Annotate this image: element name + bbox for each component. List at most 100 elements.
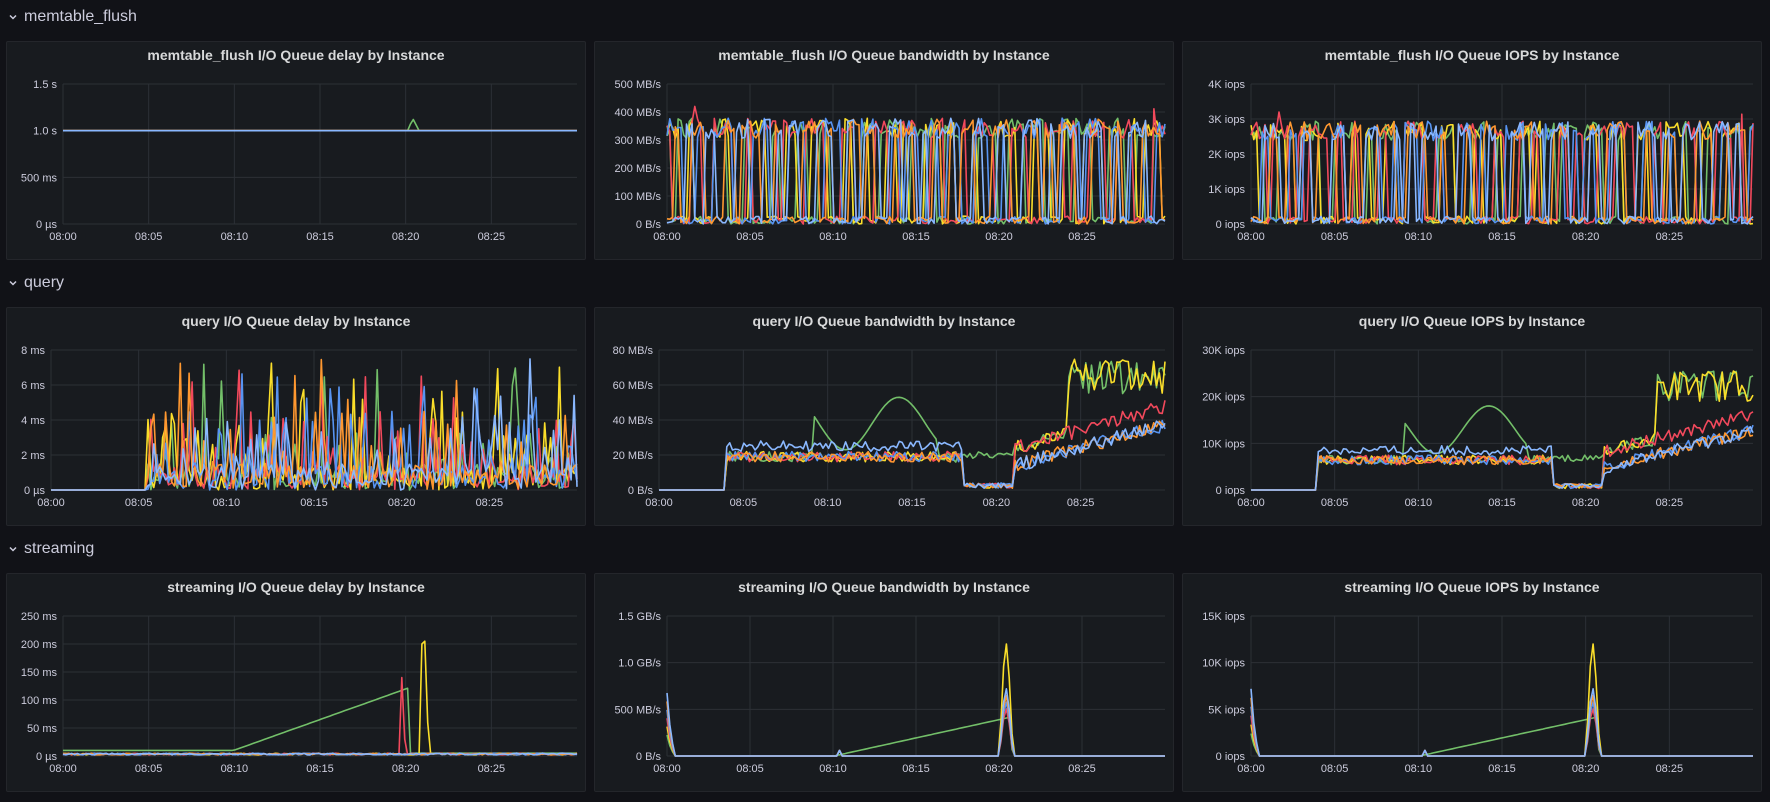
y-tick-label: 50 ms xyxy=(27,723,57,735)
series-line[interactable] xyxy=(1251,427,1754,491)
panel-title: streaming I/O Queue bandwidth by Instanc… xyxy=(738,579,1030,595)
panel-title: streaming I/O Queue delay by Instance xyxy=(167,579,425,595)
y-tick-label: 3K iops xyxy=(1208,114,1245,126)
x-tick-label: 08:25 xyxy=(1656,497,1684,509)
y-tick-label: 0 B/s xyxy=(628,485,654,497)
x-tick-label: 08:00 xyxy=(645,497,673,509)
panel-memtable-flush-delay[interactable]: memtable_flush I/O Queue delay by Instan… xyxy=(6,41,586,260)
x-tick-label: 08:20 xyxy=(985,763,1013,775)
series-line[interactable] xyxy=(1251,425,1754,491)
x-tick-label: 08:00 xyxy=(1237,231,1265,243)
row-title: streaming xyxy=(24,540,95,557)
x-tick-label: 08:20 xyxy=(392,231,420,243)
y-tick-label: 1.0 s xyxy=(33,126,57,138)
x-tick-label: 08:10 xyxy=(221,763,249,775)
x-tick-label: 08:25 xyxy=(1068,763,1096,775)
y-tick-label: 0 iops xyxy=(1216,485,1246,497)
series-line[interactable] xyxy=(666,118,1166,225)
x-tick-label: 08:00 xyxy=(1237,763,1265,775)
x-tick-label: 08:25 xyxy=(476,497,504,509)
series-line[interactable] xyxy=(62,752,578,756)
chart-query-iops: 0 iops 10K iops 20K iops 30K iops 08:00 08:05… xyxy=(1202,345,1754,509)
panel-memtable-flush-bandwidth[interactable]: memtable_flush I/O Queue bandwidth by In… xyxy=(594,41,1174,260)
y-tick-label: 10K iops xyxy=(1202,658,1245,670)
x-tick-label: 08:00 xyxy=(37,497,65,509)
x-tick-label: 08:05 xyxy=(1321,763,1349,775)
panel-title: memtable_flush I/O Queue delay by Instan… xyxy=(147,47,445,63)
y-tick-label: 100 MB/s xyxy=(615,191,662,203)
panel-streaming-delay[interactable]: streaming I/O Queue delay by Instance 0 … xyxy=(6,573,586,792)
x-tick-label: 08:00 xyxy=(653,763,681,775)
x-tick-label: 08:05 xyxy=(736,763,764,775)
y-tick-label: 500 ms xyxy=(21,172,58,184)
y-tick-label: 30K iops xyxy=(1202,345,1245,357)
y-tick-label: 40 MB/s xyxy=(613,415,654,427)
series-line[interactable] xyxy=(1250,688,1753,757)
x-tick-label: 08:20 xyxy=(983,497,1011,509)
series-line[interactable] xyxy=(51,358,578,491)
x-tick-label: 08:20 xyxy=(985,231,1013,243)
chart-query-delay: 0 µs 2 ms 4 ms 6 ms 8 ms 08:00 08:05 08:10 08:15… xyxy=(21,345,578,509)
chart-memtable-flush-bandwidth: 0 B/s 100 MB/s 200 MB/s 300 MB/s 400 MB/s 500… xyxy=(615,79,1166,243)
y-tick-label: 0 µs xyxy=(24,485,46,497)
x-tick-label: 08:15 xyxy=(306,763,334,775)
y-tick-label: 6 ms xyxy=(21,380,45,392)
x-tick-label: 08:15 xyxy=(306,231,334,243)
chart-memtable-flush-iops: 0 iops 1K iops 2K iops 3K iops 4K iops 08:00 0… xyxy=(1208,79,1754,243)
x-tick-label: 08:05 xyxy=(736,231,764,243)
series-line[interactable] xyxy=(659,420,1166,491)
x-tick-label: 08:05 xyxy=(125,497,153,509)
x-tick-label: 08:10 xyxy=(819,763,847,775)
series-line[interactable] xyxy=(1250,120,1754,225)
y-tick-label: 1K iops xyxy=(1208,184,1245,196)
row-header-memtable-flush[interactable]: memtable_flush xyxy=(8,6,137,28)
y-tick-label: 0 B/s xyxy=(636,219,662,231)
y-tick-label: 150 ms xyxy=(21,667,58,679)
x-tick-label: 08:15 xyxy=(898,497,926,509)
x-tick-label: 08:15 xyxy=(902,763,930,775)
y-tick-label: 20K iops xyxy=(1202,392,1245,404)
series-line[interactable] xyxy=(666,688,1165,757)
x-tick-label: 08:05 xyxy=(1321,231,1349,243)
y-tick-label: 200 ms xyxy=(21,639,58,651)
x-tick-label: 08:05 xyxy=(135,231,163,243)
x-tick-label: 08:10 xyxy=(221,231,249,243)
x-tick-label: 08:00 xyxy=(49,763,77,775)
panel-streaming-iops[interactable]: streaming I/O Queue IOPS by Instance 0 i… xyxy=(1182,573,1762,792)
panel-streaming-bandwidth[interactable]: streaming I/O Queue bandwidth by Instanc… xyxy=(594,573,1174,792)
panel-title: query I/O Queue IOPS by Instance xyxy=(1358,313,1586,329)
y-tick-label: 4K iops xyxy=(1208,79,1245,91)
x-tick-label: 08:10 xyxy=(819,231,847,243)
row-title: memtable_flush xyxy=(24,8,137,25)
x-tick-label: 08:25 xyxy=(1656,763,1684,775)
x-tick-label: 08:10 xyxy=(814,497,842,509)
x-tick-label: 08:25 xyxy=(1067,497,1095,509)
panel-title: query I/O Queue bandwidth by Instance xyxy=(752,313,1016,329)
chart-streaming-bandwidth: 0 B/s 500 MB/s 1.0 GB/s 1.5 GB/s 08:00 08:05 0… xyxy=(615,611,1165,775)
row-header-streaming[interactable]: streaming xyxy=(8,538,94,560)
series-line[interactable] xyxy=(1250,120,1754,225)
panel-query-iops[interactable]: query I/O Queue IOPS by Instance 0 iops 1… xyxy=(1182,307,1762,526)
y-tick-label: 250 ms xyxy=(21,611,58,623)
chevron-down-icon xyxy=(9,280,17,286)
x-tick-label: 08:05 xyxy=(730,497,758,509)
x-tick-label: 08:10 xyxy=(1405,497,1433,509)
x-tick-label: 08:15 xyxy=(1488,763,1516,775)
panel-query-delay[interactable]: query I/O Queue delay by Instance 0 µs 2 … xyxy=(6,307,586,526)
chevron-down-icon xyxy=(9,546,17,552)
panel-query-bandwidth[interactable]: query I/O Queue bandwidth by Instance 0 … xyxy=(594,307,1174,526)
row-header-query[interactable]: query xyxy=(8,272,64,294)
y-tick-label: 2 ms xyxy=(21,450,45,462)
series-line[interactable] xyxy=(666,117,1166,225)
panel-memtable-flush-iops[interactable]: memtable_flush I/O Queue IOPS by Instanc… xyxy=(1182,41,1762,260)
x-tick-label: 08:10 xyxy=(213,497,241,509)
x-tick-label: 08:00 xyxy=(653,231,681,243)
y-tick-label: 500 MB/s xyxy=(615,79,662,91)
y-tick-label: 1.0 GB/s xyxy=(618,658,661,670)
y-tick-label: 15K iops xyxy=(1202,611,1245,623)
y-tick-label: 500 MB/s xyxy=(615,704,662,716)
x-tick-label: 08:25 xyxy=(478,763,506,775)
y-tick-label: 10K iops xyxy=(1202,438,1245,450)
panel-title: query I/O Queue delay by Instance xyxy=(181,313,411,329)
